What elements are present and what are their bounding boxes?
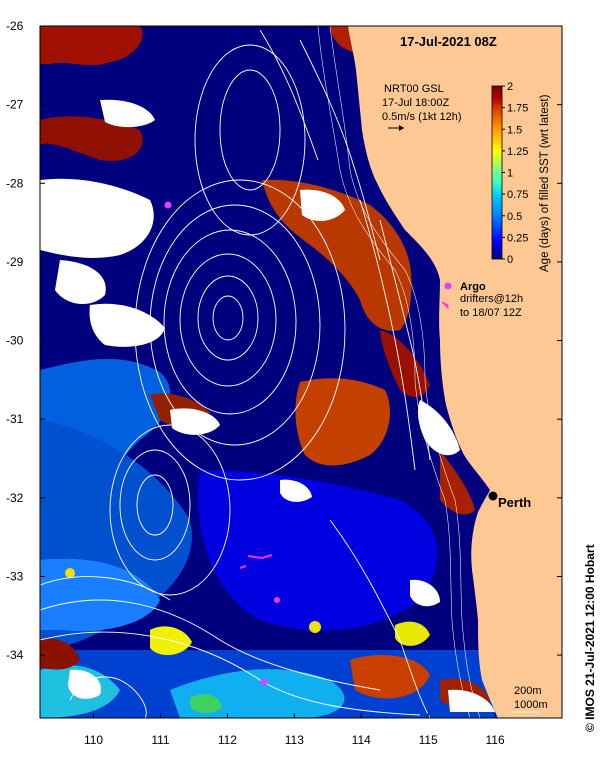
current-scale-label: 0.5m/s (1kt 12h) (382, 111, 461, 123)
drifter-tracks (239, 554, 273, 569)
lon-tick-label: 110 (84, 733, 103, 747)
aged-fill-red-se (440, 450, 475, 515)
argo-float (260, 678, 268, 686)
aged-fill-red-sw (40, 638, 80, 670)
cloud-patch-west-3 (89, 303, 165, 347)
argo-float (274, 597, 280, 603)
cloud-patch-mid-2 (280, 479, 312, 502)
aged-fill-red-west (40, 116, 143, 161)
city-marker-perth: Perth (488, 491, 531, 510)
current-scale-arrow (388, 125, 404, 131)
bathymetry-contours (317, 26, 481, 718)
cloud-patch-mid (170, 408, 220, 435)
drifter-legend-marker (441, 301, 449, 310)
lon-tick-label: 116 (486, 733, 505, 747)
aged-fill-red-coast-1 (262, 179, 412, 331)
cloud-patch-se (410, 579, 440, 607)
lat-tick-label: -33 (6, 569, 24, 583)
aged-fill-red-north (40, 26, 143, 66)
map-title: 17-Jul-2021 08Z (400, 34, 497, 49)
colorbar-tick-label: 0 (507, 254, 513, 266)
colorbar-tick-label: 1 (507, 168, 513, 180)
map-frame (39, 25, 563, 719)
contour-legend-200m: 200m (514, 685, 542, 697)
aged-fill-yellow-4 (65, 568, 75, 578)
lon-tick-label: 111 (151, 733, 170, 747)
colorbar-tick-label: 0.25 (507, 232, 528, 244)
aged-fill-red-coast-3 (380, 330, 430, 397)
contour-legend-1000m: 1000m (514, 699, 548, 711)
city-dot (488, 491, 498, 501)
aged-fill-area-blue-3 (198, 470, 438, 631)
colorbar-label: Age (days) of filled SST (wrt latest) (539, 94, 551, 272)
land-western-australia (348, 26, 562, 718)
cloud-patch-se-2 (448, 689, 495, 712)
lat-tick-label: -30 (6, 334, 24, 348)
colorbar-tick-label: 0.75 (507, 189, 528, 201)
colorbar-gradient (491, 85, 503, 260)
lat-tick-label: -29 (6, 255, 24, 269)
city-label: Perth (498, 495, 531, 510)
legend-argo-drifters: Argo drifters@12h to 18/07 12Z (441, 281, 523, 319)
aged-fill-red-coast-2 (295, 378, 390, 466)
current-streamlines (40, 29, 431, 718)
aged-fill-red-sw-2 (350, 655, 430, 699)
argo-floats (164, 201, 280, 686)
lat-tick-label: -27 (6, 98, 24, 112)
cloud-patch-west (40, 178, 154, 258)
cloud-patch-south (68, 669, 101, 699)
drifter-track (247, 554, 273, 560)
argo-legend-marker (444, 282, 452, 290)
current-product-label: NRT00 GSL (384, 83, 444, 95)
lat-tick-label: -31 (6, 412, 24, 426)
colorbar-tick-label: 1.5 (507, 124, 522, 136)
aged-fill-yellow-2 (395, 621, 430, 646)
drifter-legend-label-1: drifters@12h (460, 293, 523, 305)
argo-float (164, 201, 172, 209)
lon-tick-label: 114 (352, 733, 371, 747)
lon-tick-label: 115 (419, 733, 438, 747)
colorbar-tick-label: 0.5 (507, 211, 522, 223)
cloud-patch-coast-2 (417, 400, 460, 456)
aged-fill-green-1 (190, 694, 222, 714)
lat-tick-label: -32 (6, 491, 24, 505)
cloud-patch-west-2 (55, 260, 106, 305)
colorbar-tick-label: 1.25 (507, 146, 528, 158)
drifter-legend-label-2: to 18/07 12Z (460, 307, 522, 319)
lat-tick-label: -26 (6, 19, 24, 33)
imos-credit: © IMOS 21-Jul-2021 12:00 Hobart (583, 544, 597, 732)
lon-tick-label: 113 (285, 733, 304, 747)
colorbar-tick-label: 2 (507, 81, 513, 93)
lon-tick-label: 112 (218, 733, 237, 747)
colorbar: 0 0.25 0.5 0.75 1 1.25 1.5 1.75 2 Age (days) of … (491, 81, 551, 272)
colorbar-ticks: 0 0.25 0.5 0.75 1 1.25 1.5 1.75 2 (502, 81, 528, 266)
colorbar-tick-label: 1.75 (507, 103, 528, 115)
current-time-label: 17-Jul 18:00Z (382, 97, 450, 109)
latitude-axis: -26 -27 -28 -29 -30 -31 -32 -33 -34 (6, 19, 562, 662)
aged-fill-yellow-3 (309, 621, 321, 633)
lat-tick-label: -34 (6, 648, 24, 662)
map-plot-area (40, 26, 562, 718)
longitude-axis: 110 111 112 113 114 115 116 (84, 713, 505, 747)
lat-tick-label: -28 (6, 176, 24, 190)
cloud-patch-coast-1 (300, 189, 345, 222)
drifter-track (239, 565, 247, 569)
argo-legend-label: Argo (460, 281, 486, 293)
cloud-patch-north (100, 99, 155, 128)
